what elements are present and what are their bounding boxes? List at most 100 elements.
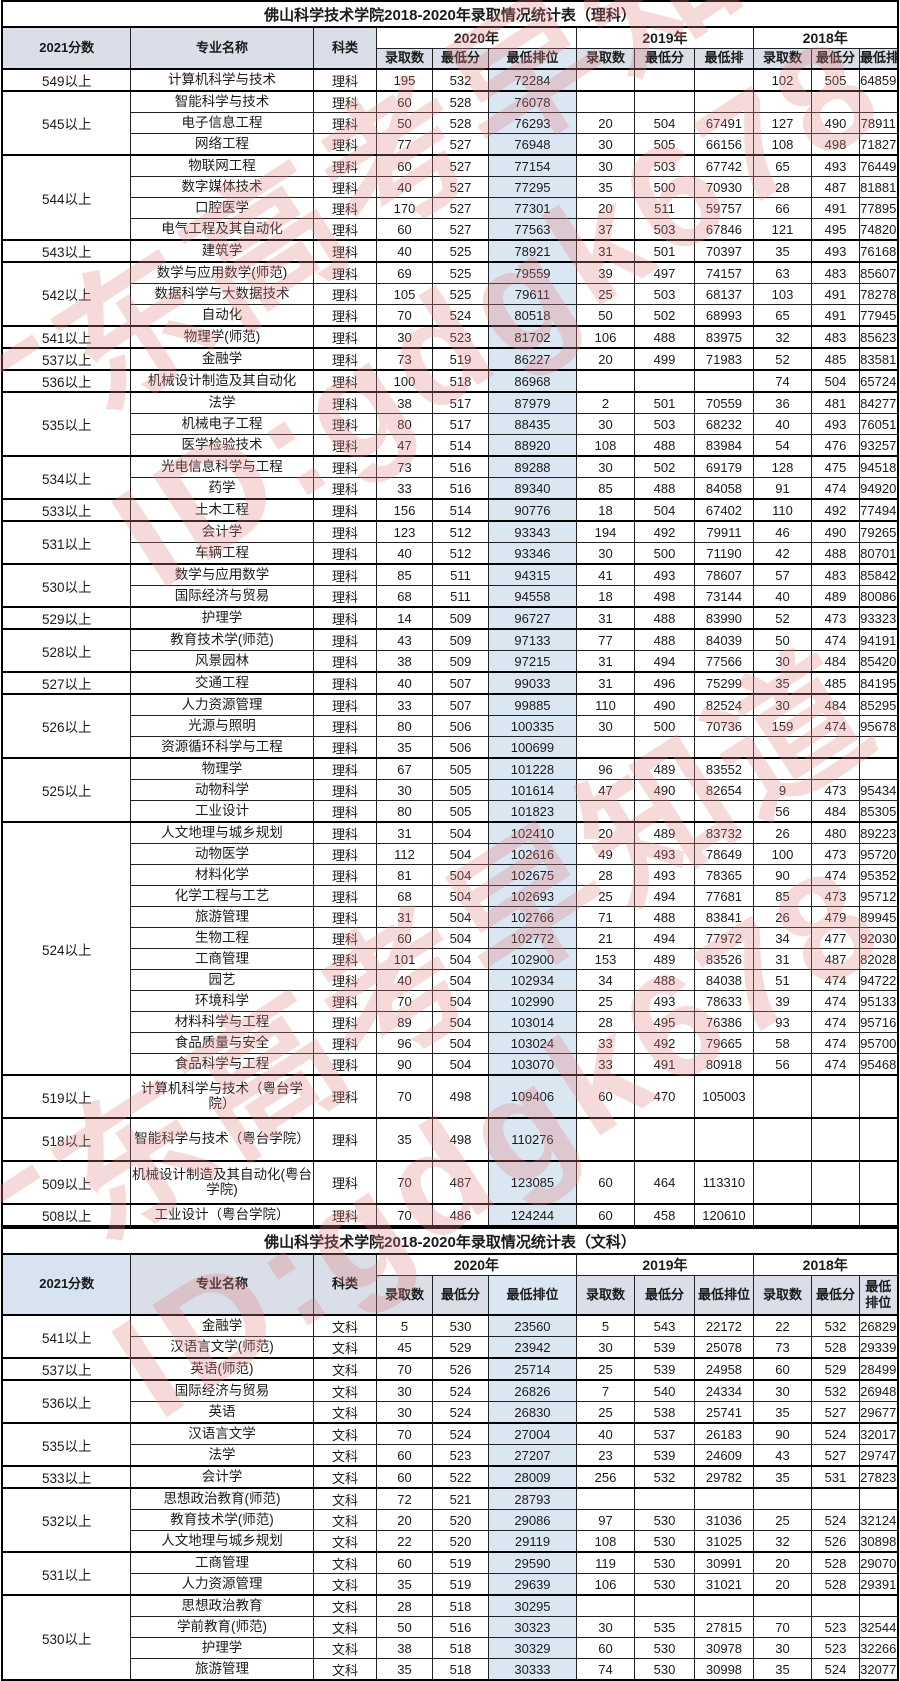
value-cell: 505 (431, 800, 489, 823)
category-cell: 理科 (312, 90, 377, 113)
major-cell: 光电信息科学与工程 (129, 455, 314, 478)
value-cell: 83990 (693, 606, 754, 630)
sub-header: 录取数 (575, 1275, 635, 1316)
table-row: 528以上 教育技术学(师范) 理科 43 509 97133 77 488 84039 50 47… (1, 628, 899, 673)
value-cell: 103024 (487, 1032, 577, 1054)
category-cell: 文科 (312, 1314, 377, 1337)
table-row: 544以上 物联网工程 理科 60 527 77154 30 503 67742 65 493 764… (1, 154, 899, 241)
value-cell: 30 (752, 693, 812, 716)
sub-header: 录取数 (752, 1275, 812, 1316)
value-cell: 28793 (487, 1487, 577, 1510)
table-row: 风景园林 理科 38 509 97215 31 494 77566 30 484 85420 (2, 650, 899, 673)
value-cell: 100 (375, 369, 433, 393)
value-cell: 94722 (858, 969, 899, 991)
value-cell: 70 (375, 1422, 433, 1445)
value-cell: 40 (375, 239, 433, 263)
value-cell: 30 (375, 779, 433, 801)
score-group-cell: 531以上 (1, 520, 131, 565)
value-cell: 73144 (693, 585, 754, 608)
value-cell: 485 (810, 671, 860, 695)
value-cell (633, 1487, 695, 1510)
value-cell: 80086 (858, 585, 899, 608)
value-cell: 40 (375, 969, 433, 991)
value-cell: 500 (633, 176, 695, 198)
value-cell: 70397 (693, 239, 754, 263)
sub-header: 录取数 (375, 48, 433, 70)
value-cell: 95678 (858, 715, 899, 737)
value-cell: 60 (375, 1551, 433, 1574)
category-cell: 理科 (312, 68, 377, 92)
value-cell: 488 (810, 542, 860, 565)
value-cell: 86968 (487, 369, 577, 393)
value-cell (693, 1594, 754, 1617)
value-cell: 76293 (487, 112, 577, 134)
value-cell: 489 (633, 948, 695, 970)
value-cell: 77295 (487, 176, 577, 198)
value-cell: 30978 (693, 1637, 754, 1659)
value-cell: 128 (752, 455, 812, 478)
major-cell: 人文地理与城乡规划 (129, 821, 314, 844)
value-cell: 101823 (487, 800, 577, 823)
value-cell: 81881 (858, 176, 899, 198)
major-cell: 车辆工程 (129, 542, 314, 565)
value-cell: 47 (575, 779, 635, 801)
table-row: 536以上 机械设计制造及其自动化 理科 100 518 86968 74 504 65724 (1, 369, 899, 393)
value-cell: 85 (375, 563, 433, 586)
value-cell: 31 (375, 821, 433, 844)
value-cell: 474 (810, 628, 860, 651)
value-cell: 520 (431, 1530, 489, 1553)
score-group-cell: 545以上 (1, 90, 131, 156)
value-cell: 83732 (693, 821, 754, 844)
table-row: 机械电子工程 理科 80 517 88435 30 503 68232 40 493 76051 (2, 413, 899, 435)
major-column-header: 专业名称 (129, 1253, 314, 1316)
value-cell: 65 (752, 154, 812, 177)
value-cell: 77945 (858, 304, 899, 327)
value-cell: 512 (431, 542, 489, 565)
value-cell: 491 (633, 1053, 695, 1076)
score-group-cell: 509以上 (1, 1160, 131, 1205)
table-row: 电气工程及其自动化 理科 60 527 77563 37 503 67846 121 495 748… (2, 218, 899, 241)
value-cell: 30323 (487, 1616, 577, 1638)
value-cell: 493 (810, 154, 860, 177)
category-cell: 理科 (312, 927, 377, 949)
major-cell: 机械设计制造及其自动化 (129, 369, 314, 393)
value-cell: 95720 (858, 843, 899, 865)
category-cell: 文科 (312, 1637, 377, 1659)
value-cell (810, 1117, 860, 1162)
score-group-cell: 508以上 (1, 1203, 131, 1227)
value-cell: 28009 (487, 1465, 577, 1489)
value-cell: 518 (431, 1658, 489, 1681)
value-cell: 93 (752, 1011, 812, 1033)
value-cell: 60 (575, 1637, 635, 1659)
value-cell: 194 (575, 520, 635, 543)
category-cell: 理科 (312, 369, 377, 393)
value-cell: 78911 (858, 112, 899, 134)
value-cell: 529 (431, 1336, 489, 1359)
major-cell: 食品质量与安全 (129, 1032, 314, 1054)
value-cell: 29391 (858, 1573, 899, 1596)
value-cell: 84195 (858, 671, 899, 695)
value-cell: 70 (375, 990, 433, 1012)
value-cell: 488 (633, 606, 695, 630)
value-cell: 76168 (858, 239, 899, 263)
value-cell: 484 (810, 693, 860, 716)
value-cell: 504 (431, 948, 489, 970)
major-cell: 风景园林 (129, 650, 314, 673)
value-cell: 30 (752, 1637, 812, 1659)
value-cell: 473 (810, 606, 860, 630)
value-cell (575, 90, 635, 113)
value-cell: 77563 (487, 218, 577, 241)
value-cell: 30 (375, 325, 433, 349)
value-cell: 40 (575, 1422, 635, 1445)
value-cell: 483 (810, 261, 860, 284)
category-cell: 理科 (312, 1074, 377, 1119)
table-row: 人文地理与城乡规划 文科 22 520 29119 108 530 31025 32 526 308… (2, 1530, 899, 1553)
value-cell: 81 (375, 864, 433, 886)
value-cell: 32 (752, 1530, 812, 1553)
value-cell: 505 (431, 779, 489, 801)
value-cell: 7 (575, 1379, 635, 1402)
value-cell: 504 (633, 112, 695, 134)
value-cell: 504 (431, 864, 489, 886)
value-cell: 30 (375, 1401, 433, 1424)
value-cell: 494 (633, 885, 695, 907)
